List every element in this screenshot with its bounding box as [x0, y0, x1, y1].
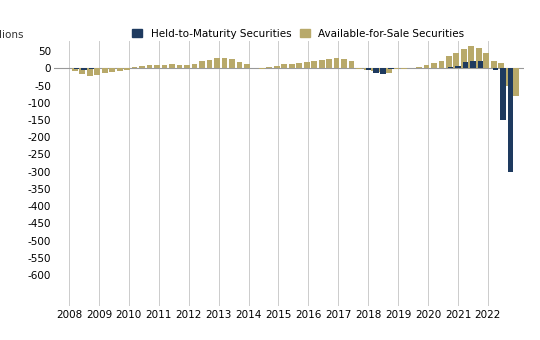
Bar: [139, 66, 145, 68]
Bar: [491, 62, 497, 68]
Bar: [199, 62, 205, 68]
Bar: [102, 68, 107, 73]
Bar: [349, 61, 354, 68]
Bar: [483, 53, 489, 68]
Bar: [416, 67, 422, 68]
Bar: [74, 68, 79, 69]
Bar: [266, 67, 272, 68]
Bar: [356, 68, 362, 69]
Bar: [500, 68, 506, 120]
Bar: [438, 62, 444, 68]
Bar: [319, 60, 325, 68]
Bar: [455, 66, 461, 68]
Bar: [94, 68, 100, 75]
Bar: [498, 63, 504, 68]
Bar: [237, 62, 242, 68]
Bar: [514, 68, 519, 96]
Bar: [506, 68, 511, 86]
Bar: [373, 68, 379, 73]
Bar: [341, 59, 347, 68]
Bar: [147, 65, 152, 68]
Bar: [366, 68, 371, 70]
Bar: [192, 64, 197, 68]
Bar: [461, 49, 467, 68]
Bar: [79, 68, 85, 73]
Bar: [117, 68, 123, 71]
Bar: [244, 64, 249, 68]
Bar: [386, 68, 392, 73]
Bar: [89, 68, 94, 69]
Bar: [423, 65, 429, 68]
Bar: [229, 59, 235, 68]
Bar: [371, 68, 377, 71]
Bar: [87, 68, 92, 76]
Bar: [446, 56, 451, 68]
Bar: [81, 68, 87, 70]
Bar: [508, 68, 514, 172]
Bar: [468, 46, 474, 68]
Bar: [364, 68, 369, 70]
Text: illions: illions: [0, 30, 23, 40]
Bar: [184, 65, 190, 68]
Bar: [281, 64, 287, 68]
Bar: [312, 62, 317, 68]
Bar: [154, 65, 160, 68]
Bar: [454, 53, 459, 68]
Bar: [334, 58, 340, 68]
Bar: [394, 68, 399, 69]
Bar: [431, 63, 437, 68]
Bar: [478, 62, 483, 68]
Bar: [110, 68, 115, 72]
Bar: [274, 66, 280, 68]
Bar: [381, 68, 386, 74]
Legend: Held-to-Maturity Securities, Available-for-Sale Securities: Held-to-Maturity Securities, Available-f…: [128, 25, 469, 43]
Bar: [470, 61, 476, 68]
Bar: [161, 65, 167, 68]
Bar: [401, 68, 407, 69]
Bar: [476, 48, 482, 68]
Bar: [124, 68, 130, 70]
Bar: [304, 63, 309, 68]
Bar: [289, 64, 295, 68]
Bar: [221, 58, 227, 68]
Bar: [326, 59, 332, 68]
Bar: [296, 63, 302, 68]
Bar: [448, 67, 454, 68]
Bar: [379, 68, 384, 72]
Bar: [463, 62, 468, 68]
Bar: [259, 68, 265, 69]
Bar: [214, 58, 220, 68]
Bar: [72, 68, 78, 71]
Bar: [169, 64, 175, 68]
Bar: [492, 68, 498, 70]
Bar: [388, 68, 394, 69]
Bar: [132, 67, 138, 68]
Bar: [177, 65, 183, 68]
Bar: [207, 60, 212, 68]
